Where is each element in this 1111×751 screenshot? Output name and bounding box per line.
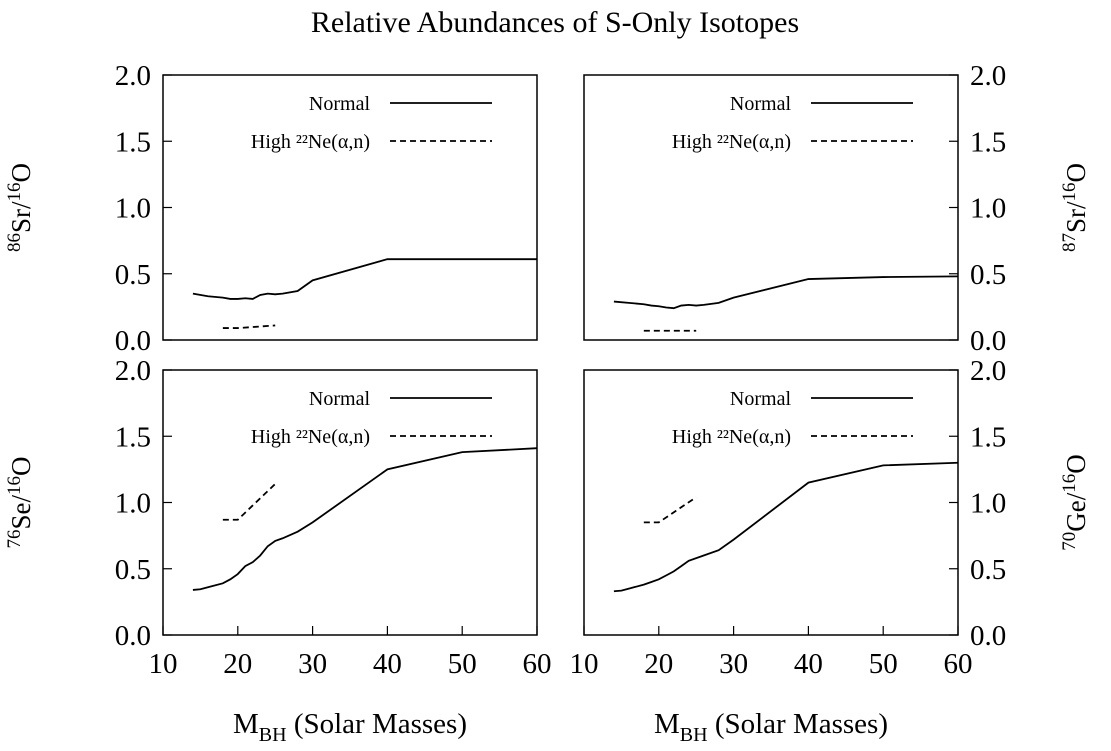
x-axis-label-part: M	[233, 708, 259, 740]
y-tick-label: 0.0	[115, 325, 151, 357]
y-axis-label-part: O	[1061, 454, 1091, 474]
x-tick-label: 10	[570, 648, 599, 680]
y-axis-label: 86Sr/16O	[4, 163, 36, 252]
x-tick-label: 50	[869, 648, 898, 680]
x-axis-label-part: M	[654, 708, 680, 740]
data-line	[613, 275, 959, 310]
y-axis-label-part: 76	[4, 530, 25, 549]
legend-label: Normal	[309, 93, 371, 115]
x-tick-label: 30	[719, 648, 748, 680]
data-line	[222, 483, 276, 521]
y-axis-label: 70Ge/16O	[1059, 454, 1091, 550]
y-tick-label: 0.0	[970, 325, 1006, 357]
x-tick-label: 30	[298, 648, 327, 680]
y-tick-label: 0.5	[115, 259, 151, 291]
y-tick-label: 1.5	[970, 126, 1006, 158]
y-tick-label: 2.0	[115, 355, 151, 387]
x-tick-label: 20	[644, 648, 673, 680]
y-axis-label-part: 86	[4, 233, 25, 252]
x-tick-label: 20	[223, 648, 252, 680]
y-tick-label: 0.5	[115, 554, 151, 586]
data-line	[613, 461, 959, 593]
y-tick-label: 1.0	[970, 193, 1006, 225]
y-tick-label: 1.0	[115, 488, 151, 520]
data-line	[222, 324, 276, 329]
y-tick-label: 2.0	[970, 60, 1006, 92]
y-axis-label-part: 87	[1059, 233, 1080, 252]
x-axis-label-part: BH	[259, 724, 287, 746]
data-line	[192, 258, 537, 300]
legend-label: High ²²Ne(α,n)	[251, 131, 370, 153]
y-axis-label-part: Sr/	[6, 201, 36, 233]
legend-label: Normal	[309, 388, 371, 410]
y-tick-label: 1.5	[970, 421, 1006, 453]
x-axis-label-part: (Solar Masses)	[708, 708, 888, 740]
y-axis-label-part: 70	[1059, 532, 1080, 551]
y-tick-label: 1.5	[115, 421, 151, 453]
y-tick-label: 2.0	[115, 60, 151, 92]
y-axis-label-part: O	[6, 163, 36, 183]
x-tick-label: 50	[448, 648, 477, 680]
x-axis-label-part: (Solar Masses)	[287, 708, 467, 740]
data-line	[192, 447, 538, 591]
x-tick-label: 10	[149, 648, 178, 680]
y-axis-label-part: 16	[4, 476, 25, 495]
x-tick-label: 60	[523, 648, 552, 680]
y-axis-label-part: Sr/	[1061, 201, 1091, 233]
y-tick-label: 2.0	[970, 355, 1006, 387]
data-line	[643, 496, 697, 524]
y-axis-label-part: 16	[1059, 474, 1080, 493]
x-tick-label: 60	[944, 648, 973, 680]
y-axis-label-part: 16	[1059, 182, 1080, 201]
legend-label: High ²²Ne(α,n)	[672, 426, 791, 448]
legend-label: Normal	[730, 93, 792, 115]
y-tick-label: 0.5	[970, 259, 1006, 291]
x-tick-label: 40	[794, 648, 823, 680]
legend-label: High ²²Ne(α,n)	[251, 426, 370, 448]
legend-label: Normal	[730, 388, 792, 410]
y-axis-label-part: O	[1061, 163, 1091, 183]
y-axis-label: 76Se/16O	[4, 456, 36, 548]
y-axis-label: 87Sr/16O	[1059, 163, 1091, 252]
figure-title: Relative Abundances of S-Only Isotopes	[311, 6, 799, 39]
legend-label: High ²²Ne(α,n)	[672, 131, 791, 153]
y-tick-label: 0.0	[970, 620, 1006, 652]
y-axis-label-part: O	[6, 456, 36, 476]
y-axis-label-part: Ge/	[1061, 492, 1091, 531]
y-axis-label-part: 16	[4, 182, 25, 201]
y-axis-label-part: Se/	[6, 495, 36, 530]
x-tick-label: 40	[373, 648, 402, 680]
x-axis-label: MBH (Solar Masses)	[233, 708, 467, 746]
x-axis-label-part: BH	[680, 724, 708, 746]
y-tick-label: 1.0	[115, 193, 151, 225]
x-axis-label: MBH (Solar Masses)	[654, 708, 888, 746]
y-tick-label: 0.0	[115, 620, 151, 652]
y-tick-label: 0.5	[970, 554, 1006, 586]
y-tick-label: 1.5	[115, 126, 151, 158]
y-tick-label: 1.0	[970, 488, 1006, 520]
